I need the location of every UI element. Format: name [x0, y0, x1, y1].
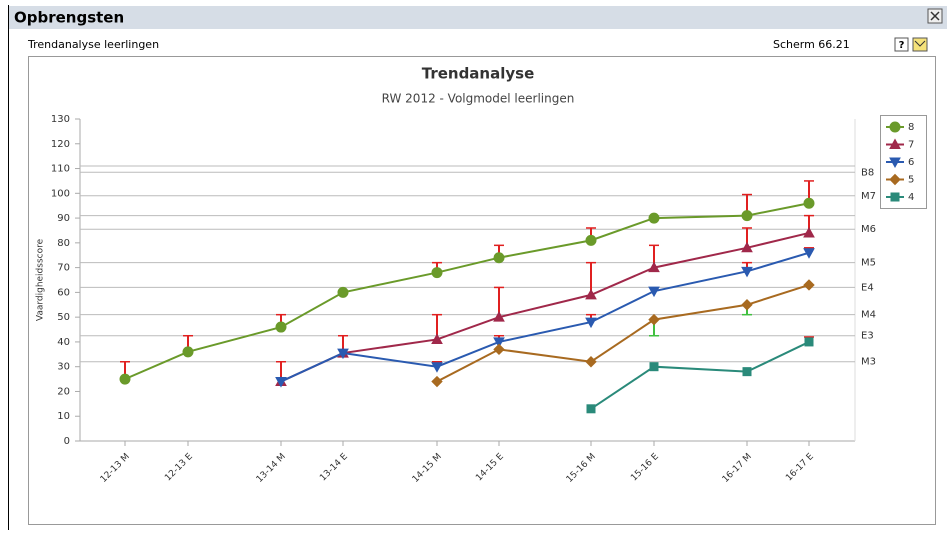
legend-label: 7: [908, 140, 914, 151]
marker: [493, 311, 505, 322]
marker: [431, 333, 443, 344]
legend-label: 6: [908, 157, 914, 168]
marker: [648, 286, 660, 298]
reference-label: M4: [861, 310, 876, 321]
mail-icon: [914, 40, 926, 47]
y-axis-label: Vaardigheidsscore: [36, 238, 46, 321]
marker: [803, 197, 815, 209]
marker: [337, 348, 349, 360]
marker: [585, 288, 597, 300]
legend-marker: [889, 173, 901, 186]
legend-marker: [889, 121, 901, 133]
marker: [585, 317, 597, 329]
marker: [431, 375, 443, 388]
y-tick-label: 90: [57, 213, 70, 224]
legend-label: 8: [908, 122, 914, 133]
series-line: [124, 202, 810, 380]
marker: [742, 367, 752, 377]
legend-label: 5: [908, 175, 914, 186]
title-bar: [9, 6, 947, 29]
y-tick-label: 40: [57, 337, 70, 348]
marker: [741, 266, 753, 278]
marker: [431, 267, 443, 279]
y-tick-label: 130: [51, 114, 70, 125]
marker: [275, 321, 287, 333]
y-tick-label: 50: [57, 312, 70, 323]
marker: [648, 212, 660, 224]
marker: [649, 362, 659, 372]
marker: [585, 234, 597, 246]
marker: [493, 337, 505, 348]
marker: [648, 261, 660, 273]
marker: [586, 404, 596, 414]
legend-marker: [890, 192, 900, 202]
marker: [182, 346, 194, 358]
series-line: [436, 284, 810, 383]
close-icon: [930, 11, 940, 21]
chart-title: Trendanalyse: [422, 65, 535, 83]
marker: [804, 337, 814, 347]
reference-label: E3: [861, 331, 874, 342]
y-tick-label: 70: [57, 263, 70, 274]
reference-label: M6: [861, 224, 876, 235]
marker: [803, 279, 815, 291]
y-tick-label: 120: [51, 139, 70, 150]
y-tick-label: 0: [64, 436, 70, 447]
y-tick-label: 110: [51, 164, 70, 175]
marker: [493, 343, 505, 356]
marker: [803, 248, 815, 259]
marker: [275, 377, 287, 388]
screen-number: Scherm 66.21: [773, 38, 850, 51]
help-icon: ?: [899, 40, 905, 51]
marker: [431, 362, 443, 373]
y-tick-label: 80: [57, 238, 70, 249]
reference-label: M5: [861, 258, 876, 269]
window-title: Opbrengsten: [14, 9, 124, 27]
marker: [493, 252, 505, 264]
marker: [741, 210, 753, 222]
chart-subtitle: RW 2012 - Volgmodel leerlingen: [382, 92, 575, 106]
legend-marker: [889, 157, 901, 169]
help-button[interactable]: [894, 37, 909, 52]
marker: [337, 286, 349, 298]
series-line: [280, 251, 810, 383]
series-line: [590, 341, 810, 410]
marker: [803, 226, 815, 238]
reference-label: M3: [861, 357, 876, 368]
marker: [741, 241, 753, 253]
y-tick-label: 10: [57, 411, 70, 422]
y-tick-label: 100: [51, 188, 70, 199]
legend-label: 4: [908, 192, 914, 203]
reference-label: M7: [861, 191, 876, 202]
marker: [648, 313, 660, 326]
reference-label: B8: [861, 167, 874, 178]
legend-marker: [889, 138, 901, 149]
window-subtitle: Trendanalyse leerlingen: [27, 38, 159, 51]
y-tick-label: 30: [57, 362, 70, 373]
y-tick-label: 20: [57, 386, 70, 397]
marker: [741, 299, 753, 311]
marker: [585, 356, 597, 368]
marker: [119, 373, 131, 385]
series-line: [280, 231, 810, 383]
mail-button[interactable]: [912, 37, 928, 52]
chart-panel: [28, 56, 936, 525]
y-tick-label: 60: [57, 287, 70, 298]
reference-label: E4: [861, 282, 874, 293]
